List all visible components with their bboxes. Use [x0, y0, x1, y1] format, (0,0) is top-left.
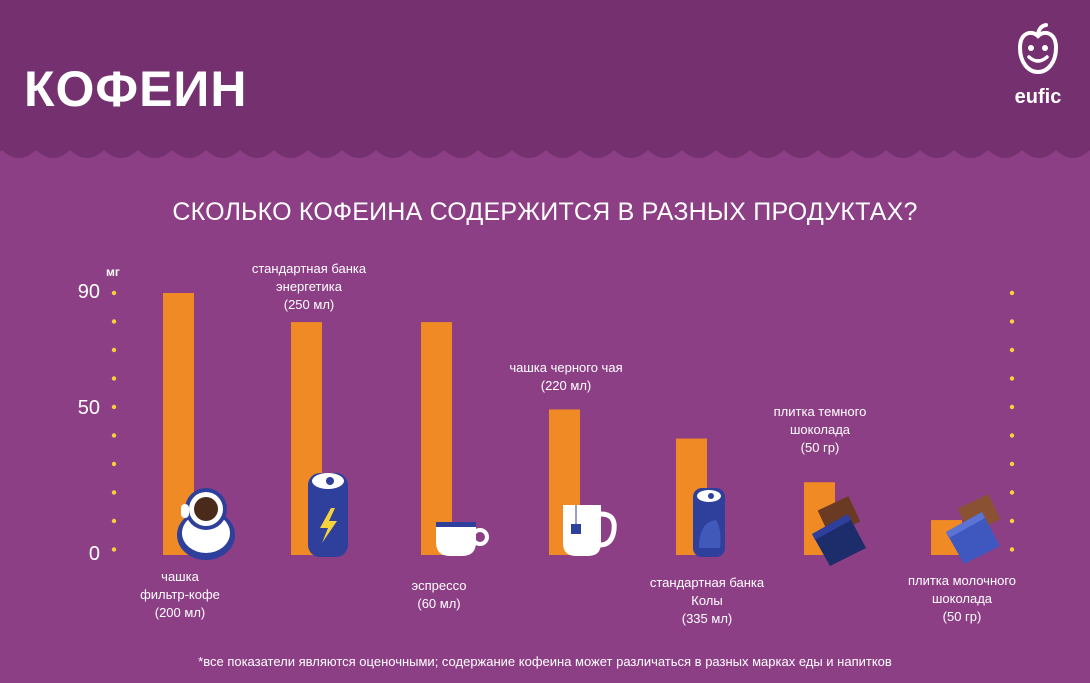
axis-dot	[111, 518, 117, 524]
y-tick-label: 50	[77, 397, 100, 420]
bar-label-line: (60 мл)	[417, 596, 461, 611]
axis-dot	[1009, 461, 1015, 467]
bar-label-line: шоколада	[931, 591, 993, 606]
bar-label-line: плитка молочного	[907, 573, 1017, 588]
axis-dot	[111, 461, 117, 467]
bar-label-line: (220 мл)	[540, 378, 592, 393]
header-wave-background	[0, 0, 1090, 158]
bar	[421, 322, 452, 555]
axis-dot	[1009, 376, 1015, 381]
bar-label-line: чашка	[161, 569, 199, 584]
axis-dot	[111, 404, 117, 410]
axis-dot	[111, 319, 117, 324]
bar-label-line: фильтр-кофе	[140, 587, 220, 602]
bar-label-line: (335 мл)	[681, 611, 733, 626]
y-tick-label: 90	[77, 281, 100, 303]
axis-dot	[1009, 433, 1015, 438]
bar-label-line: (50 гр)	[800, 440, 840, 455]
product-icons	[177, 473, 1001, 566]
bar-label: стандартная банка энергетика (250 мл)	[229, 260, 389, 314]
bar-label: чашка черного чая (220 мл)	[486, 359, 646, 395]
milk-chocolate-icon	[946, 494, 1001, 564]
logo-text: eufic	[1014, 86, 1062, 108]
axis-dot	[1009, 290, 1015, 296]
bar-label-line: (200 мл)	[154, 605, 206, 620]
bar-label-line: стандартная банка	[649, 575, 765, 590]
axis-dot	[111, 347, 117, 353]
bar-label-line: стандартная банка	[251, 261, 367, 276]
y-axis-unit: мг	[106, 265, 120, 279]
axis-dot	[111, 490, 117, 495]
energy-drink-can-icon	[308, 473, 348, 557]
y-tick-label: 0	[88, 543, 100, 565]
bar-label: эспрессо (60 мл)	[359, 577, 519, 613]
bar-label: стандартная банка Колы (335 мл)	[627, 574, 787, 628]
bar-label-line: (50 гр)	[942, 609, 982, 624]
axis-dot	[1009, 404, 1015, 410]
bar-label-line: энергетика	[276, 279, 342, 294]
axis-dot	[1009, 547, 1015, 552]
coffee-cup-icon	[177, 488, 235, 560]
bar-label: плитка молочного шоколада (50 гр)	[882, 572, 1042, 626]
bar-label-line: шоколада	[789, 422, 851, 437]
bar-label-line: Колы	[691, 593, 723, 608]
bar-label-line: (250 мл)	[283, 297, 335, 312]
bar-label-line: плитка темного	[773, 404, 867, 419]
axis-dot	[1009, 319, 1015, 324]
axis-dot	[1009, 490, 1015, 495]
axis-dot	[111, 547, 117, 552]
bar-label-line: эспрессо	[411, 578, 467, 593]
axis-dot	[111, 376, 117, 381]
footnote: *все показатели являются оценочными; сод…	[198, 654, 892, 669]
espresso-cup-icon	[436, 522, 489, 556]
axis-dot	[1009, 518, 1015, 524]
eufic-logo: eufic	[1006, 22, 1070, 112]
page-title: КОФЕИН	[24, 61, 248, 117]
chart-title: СКОЛЬКО КОФЕИНА СОДЕРЖИТСЯ В РАЗНЫХ ПРОД…	[172, 198, 918, 226]
bar-label: чашка фильтр-кофе (200 мл)	[100, 568, 260, 622]
bar-label: плитка темного шоколада (50 гр)	[740, 403, 900, 457]
cola-can-icon	[693, 488, 725, 557]
right-dot-axis	[1009, 290, 1015, 552]
apple-smiley-icon	[1017, 23, 1059, 75]
axis-dot	[1009, 347, 1015, 353]
left-dot-axis	[111, 290, 117, 552]
dark-chocolate-icon	[812, 496, 866, 566]
axis-dot	[111, 290, 117, 296]
bar-label-line: чашка черного чая	[509, 360, 623, 375]
header-banner: КОФЕИН eufic	[0, 0, 1090, 170]
tea-mug-icon	[563, 505, 617, 556]
axis-dot	[111, 433, 117, 438]
